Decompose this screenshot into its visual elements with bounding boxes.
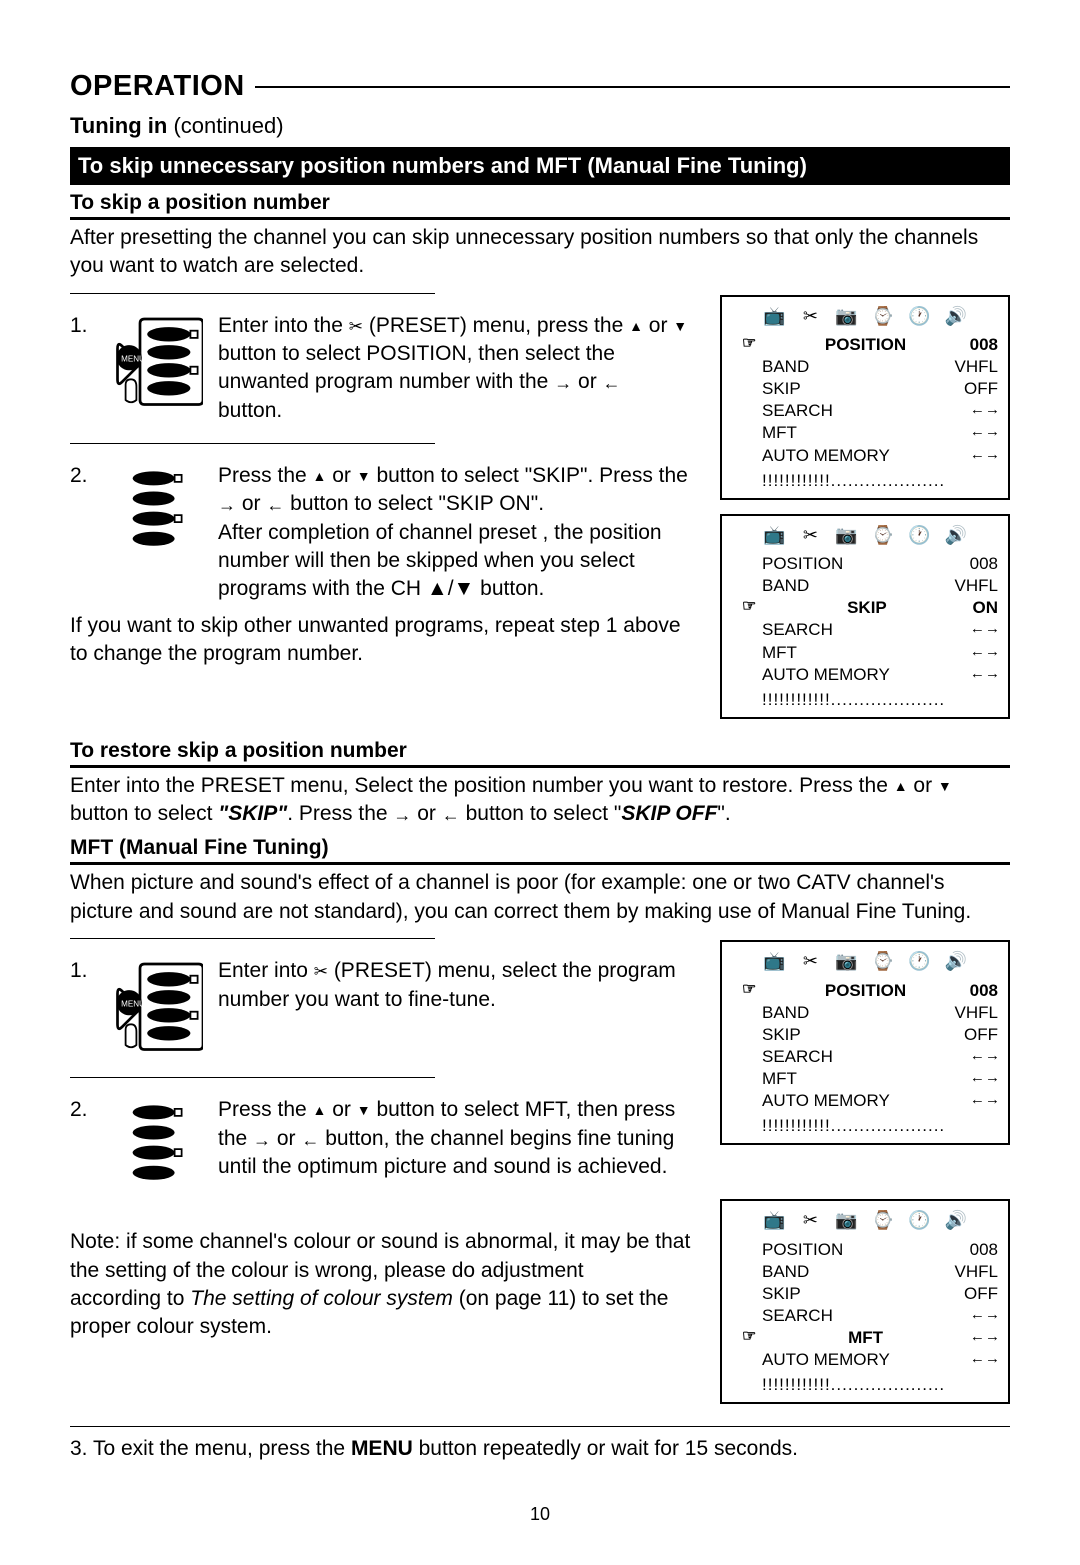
divider bbox=[70, 443, 435, 444]
mft-heading: MFT (Manual Fine Tuning) bbox=[70, 836, 1010, 865]
mft-note: Note: if some channel's colour or sound … bbox=[70, 1228, 700, 1341]
step-1-mft: 1. MENU Enter into (PRESET) menu, sel bbox=[70, 947, 700, 1069]
step-2-mft: 2. Press the or button to select MFT, th… bbox=[70, 1086, 700, 1198]
mft-step-1-text: Enter into (PRESET) menu, select the pro… bbox=[218, 957, 700, 1014]
step-1-text: Enter into the (PRESET) menu, press the … bbox=[218, 312, 700, 425]
restore-heading: To restore skip a position number bbox=[70, 739, 1010, 768]
osd-tab-icons: 📺✂📷⌚🕐🔊 bbox=[732, 305, 998, 328]
osd-box-position: 📺✂📷⌚🕐🔊 POSITION008 BANDVHFL SKIPOFF SEAR… bbox=[720, 295, 1010, 500]
remote-nav-icon bbox=[98, 1096, 218, 1188]
remote-menu-icon: MENU bbox=[98, 957, 218, 1059]
skip-repeat-note: If you want to skip other unwanted progr… bbox=[70, 612, 700, 669]
skip-intro: After presetting the channel you can ski… bbox=[70, 224, 1010, 281]
down-arrow-icon bbox=[673, 314, 687, 337]
remote-menu-icon: MENU MENU bbox=[98, 312, 218, 414]
divider bbox=[70, 938, 435, 939]
step-number: 2. bbox=[70, 462, 98, 488]
mft-intro: When picture and sound's effect of a cha… bbox=[70, 869, 1010, 926]
svg-text:MENU: MENU bbox=[121, 999, 145, 1008]
mft-step-2-text: Press the or button to select MFT, then … bbox=[218, 1096, 700, 1181]
step-2-text: Press the or button to select "SKIP". Pr… bbox=[218, 462, 700, 604]
section-black-bar: To skip unnecessary position numbers and… bbox=[70, 147, 1010, 185]
exit-note: 3. To exit the menu, press the MENU butt… bbox=[70, 1435, 1010, 1463]
step-2-skip: 2. Press the or button to select "SKIP".… bbox=[70, 452, 700, 614]
up-arrow-icon bbox=[629, 314, 643, 337]
restore-text: Enter into the PRESET menu, Select the p… bbox=[70, 772, 1010, 829]
divider bbox=[70, 1077, 435, 1078]
divider bbox=[70, 1426, 1010, 1427]
osd-box-mft-active: 📺✂📷⌚🕐🔊 POSITION008 BANDVHFL SKIPOFF SEAR… bbox=[720, 1199, 1010, 1404]
remote-nav-icon bbox=[98, 462, 218, 554]
step-1-skip: 1. MENU MENU Enter into th bbox=[70, 302, 700, 435]
step-number: 1. bbox=[70, 312, 98, 338]
preset-icon bbox=[349, 314, 363, 337]
skip-heading: To skip a position number bbox=[70, 191, 1010, 220]
title-row: OPERATION bbox=[70, 70, 1010, 103]
title-rule bbox=[255, 86, 1010, 88]
osd-box-mft-position: 📺✂📷⌚🕐🔊 POSITION008 BANDVHFL SKIPOFF SEAR… bbox=[720, 940, 1010, 1145]
right-arrow-icon bbox=[554, 370, 572, 393]
page-title: OPERATION bbox=[70, 70, 245, 103]
svg-text:MENU: MENU bbox=[121, 354, 145, 363]
subtitle: Tuning in (continued) bbox=[70, 113, 1010, 139]
left-arrow-icon bbox=[603, 370, 621, 393]
divider bbox=[70, 293, 435, 294]
osd-box-skip: 📺✂📷⌚🕐🔊 POSITION008 BANDVHFL SKIPON SEARC… bbox=[720, 514, 1010, 719]
page-number: 10 bbox=[70, 1504, 1010, 1525]
subtitle-cont: (continued) bbox=[167, 113, 283, 138]
subtitle-bold: Tuning in bbox=[70, 113, 167, 138]
